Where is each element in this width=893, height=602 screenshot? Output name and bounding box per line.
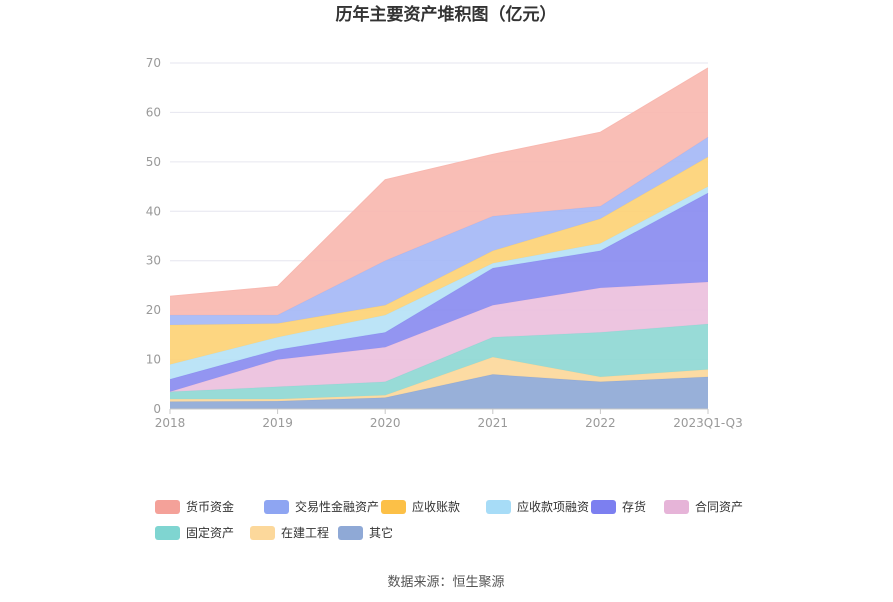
data-source-note: 数据来源：恒生聚源 [387, 575, 504, 590]
area-series-group [169, 67, 709, 409]
legend-item[interactable]: 交易性金融资产 [264, 499, 379, 514]
y-tick-label: 50 [146, 155, 161, 169]
legend-swatch [155, 526, 180, 540]
legend-item[interactable]: 合同资产 [664, 499, 743, 514]
y-tick-label: 30 [146, 254, 161, 268]
legend-label: 固定资产 [186, 525, 234, 540]
y-tick-label: 20 [146, 303, 161, 317]
legend-item[interactable]: 存货 [591, 499, 646, 514]
axes: 0 10 20 30 40 50 60 70 2018 2019 2020 2021 2022 2023Q… [146, 56, 743, 430]
legend-label: 其它 [369, 525, 393, 540]
area-6 [170, 156, 708, 365]
legend-label: 应收款项融资 [517, 499, 589, 514]
legend-item[interactable]: 应收账款 [381, 499, 460, 514]
x-tick-label: 2023Q1-Q3 [673, 416, 742, 430]
legend-swatch [591, 500, 616, 514]
area-2 [170, 324, 708, 400]
legend-item[interactable]: 在建工程 [250, 525, 329, 540]
x-tick-label: 2021 [478, 416, 509, 430]
legend-item[interactable]: 应收款项融资 [486, 499, 589, 514]
x-tick-label: 2022 [585, 416, 616, 430]
x-tick-label: 2019 [262, 416, 293, 430]
area-3 [170, 282, 708, 392]
legend-swatch [664, 500, 689, 514]
legend-swatch [381, 500, 406, 514]
legend-label: 应收账款 [412, 499, 460, 514]
chart-title: 历年主要资产堆积图（亿元） [336, 4, 557, 25]
area-8 [170, 67, 708, 316]
legend-label: 交易性金融资产 [295, 499, 379, 514]
area-5 [170, 186, 708, 380]
legend-item[interactable]: 固定资产 [155, 525, 234, 540]
legend-label: 存货 [622, 499, 646, 514]
y-tick-label: 0 [153, 402, 161, 416]
y-tick-label: 70 [146, 56, 161, 70]
legend-label: 在建工程 [281, 525, 329, 540]
x-tick-label: 2020 [370, 416, 401, 430]
x-tick-label: 2018 [155, 416, 186, 430]
y-tick-label: 40 [146, 204, 161, 218]
legend-swatch [264, 500, 289, 514]
legend-item[interactable]: 货币资金 [155, 499, 234, 514]
area-4 [170, 193, 708, 392]
legend-label: 货币资金 [186, 499, 234, 514]
legend-label: 合同资产 [695, 499, 743, 514]
legend-swatch [155, 500, 180, 514]
y-tick-label: 60 [146, 105, 161, 119]
legend-swatch [338, 526, 363, 540]
legend-swatch [486, 500, 511, 514]
area-1 [170, 357, 708, 402]
legend-swatch [250, 526, 275, 540]
legend-item[interactable]: 其它 [338, 525, 393, 540]
area-edge-8 [169, 67, 709, 297]
y-tick-label: 10 [146, 353, 161, 367]
